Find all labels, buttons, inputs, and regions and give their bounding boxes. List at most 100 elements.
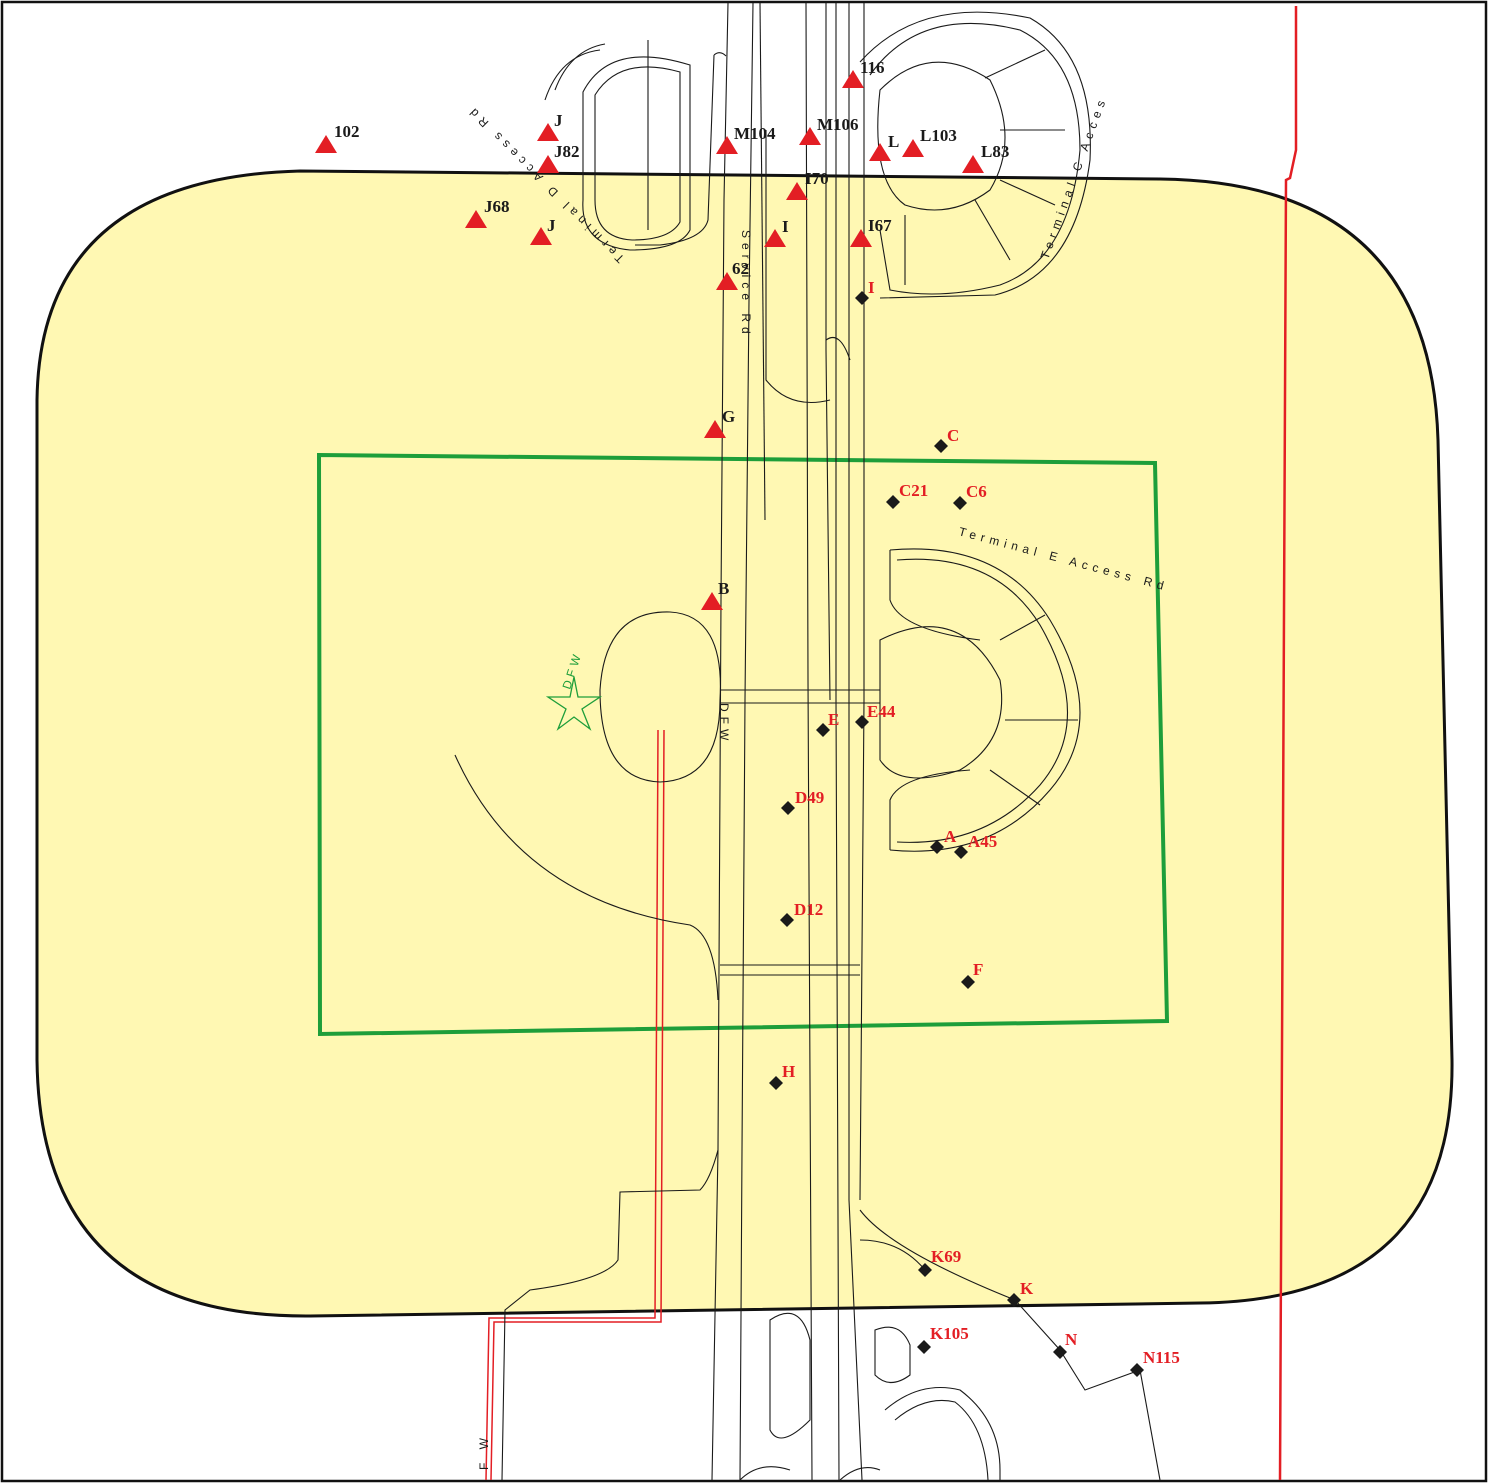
diamond-label: N xyxy=(1065,1330,1078,1349)
red-triangle-icon xyxy=(701,592,723,610)
diamond-label: A45 xyxy=(968,832,997,851)
triangle-marker-t-b[interactable]: B xyxy=(701,579,729,610)
triangle-marker-t-l103[interactable]: L103 xyxy=(902,126,957,157)
triangle-label: L103 xyxy=(920,126,957,145)
black-diamond-icon xyxy=(769,1076,783,1090)
triangle-label: 102 xyxy=(334,122,360,141)
red-triangle-icon xyxy=(716,272,738,290)
triangle-label: J xyxy=(554,111,563,130)
diamond-marker-d-n115[interactable]: N115 xyxy=(1130,1348,1180,1377)
black-diamond-icon xyxy=(816,723,830,737)
triangle-label: M106 xyxy=(817,115,859,134)
rail-line xyxy=(485,729,665,1481)
triangle-marker-t-i[interactable]: I xyxy=(764,217,789,247)
black-diamond-icon xyxy=(855,715,869,729)
triangle-label: 62 xyxy=(732,259,749,278)
red-triangle-icon xyxy=(704,420,726,438)
triangle-marker-t-j68[interactable]: J68 xyxy=(465,197,510,228)
triangle-marker-t-j-2[interactable]: J xyxy=(530,216,556,245)
diamond-label: E44 xyxy=(867,702,896,721)
triangle-marker-t-m106[interactable]: M106 xyxy=(799,115,859,145)
diamond-label: C21 xyxy=(899,481,928,500)
diamond-label: I xyxy=(868,278,875,297)
triangle-label: I67 xyxy=(868,216,892,235)
red-triangle-icon xyxy=(786,182,808,200)
black-diamond-icon xyxy=(918,1263,932,1277)
diamond-marker-d-k69[interactable]: K69 xyxy=(918,1247,961,1277)
triangle-marker-t-i67[interactable]: I67 xyxy=(850,216,892,247)
diamond-marker-d-a[interactable]: A xyxy=(930,827,957,854)
black-diamond-icon xyxy=(954,845,968,859)
diamond-marker-d-f[interactable]: F xyxy=(961,960,983,989)
triangle-label: M104 xyxy=(734,124,776,143)
red-triangle-icon xyxy=(902,139,924,157)
diamond-label: E xyxy=(828,710,839,729)
diamond-label: N115 xyxy=(1143,1348,1180,1367)
diamond-marker-d-h[interactable]: H xyxy=(769,1062,795,1090)
red-triangle-icon xyxy=(842,70,864,88)
black-diamond-icon xyxy=(855,291,869,305)
triangle-label: I xyxy=(782,217,789,236)
diamond-marker-d-e44[interactable]: E44 xyxy=(855,702,896,729)
red-triangle-icon xyxy=(764,229,786,247)
diamond-marker-d-c[interactable]: C xyxy=(934,426,959,453)
diamond-marker-d-e[interactable]: E xyxy=(816,710,839,737)
black-diamond-icon xyxy=(917,1340,931,1354)
triangle-label: J xyxy=(547,216,556,235)
triangle-label: I70 xyxy=(805,169,829,188)
diamond-marker-d-n[interactable]: N xyxy=(1053,1330,1078,1359)
black-diamond-icon xyxy=(1130,1363,1144,1377)
diamond-label: H xyxy=(782,1062,795,1081)
black-diamond-icon xyxy=(934,439,948,453)
triangle-label: G xyxy=(722,407,735,426)
road-label-dfw-inner: DFW xyxy=(717,703,731,745)
triangle-label: L xyxy=(888,132,899,151)
diamond-marker-d-d49[interactable]: D49 xyxy=(781,788,824,815)
road-label-service-rd: Service Rd xyxy=(739,230,753,339)
red-triangle-icon xyxy=(716,136,738,154)
diamond-marker-d-a45[interactable]: A45 xyxy=(954,832,997,859)
red-triangle-icon xyxy=(530,227,552,245)
diamond-label: D49 xyxy=(795,788,824,807)
black-diamond-icon xyxy=(1007,1293,1021,1307)
diamond-label: K69 xyxy=(931,1247,961,1266)
red-triangle-icon xyxy=(537,155,559,173)
diamond-marker-d-c6[interactable]: C6 xyxy=(953,482,987,510)
road-network xyxy=(454,2,1161,1481)
black-diamond-icon xyxy=(781,801,795,815)
diamond-marker-d-i[interactable]: I xyxy=(855,278,875,305)
triangle-marker-t-m104[interactable]: M104 xyxy=(716,124,776,154)
red-triangle-icon xyxy=(799,127,821,145)
diamond-label: K105 xyxy=(930,1324,969,1343)
diamond-marker-d-k105[interactable]: K105 xyxy=(917,1324,969,1354)
diamond-label: C xyxy=(947,426,959,445)
black-diamond-icon xyxy=(930,840,944,854)
diamond-marker-d-d12[interactable]: D12 xyxy=(780,900,823,927)
red-triangle-icon xyxy=(315,135,337,153)
dfw-star-icon xyxy=(545,676,603,731)
triangle-marker-t-116[interactable]: 116 xyxy=(842,58,885,88)
black-diamond-icon xyxy=(780,913,794,927)
triangle-marker-t-j82[interactable]: J82 xyxy=(537,142,580,173)
diamond-marker-d-c21[interactable]: C21 xyxy=(886,481,928,509)
diamond-label: C6 xyxy=(966,482,987,501)
triangle-marker-t-g[interactable]: G xyxy=(704,407,735,438)
triangle-marker-t-l[interactable]: L xyxy=(869,132,899,161)
triangle-label: B xyxy=(718,579,729,598)
triangle-marker-t-l83[interactable]: L83 xyxy=(962,142,1009,173)
diamond-label: D12 xyxy=(794,900,823,919)
triangle-marker-t-j-1[interactable]: J xyxy=(537,111,563,141)
triangle-marker-t-62[interactable]: 62 xyxy=(716,259,749,290)
red-triangle-icon xyxy=(850,229,872,247)
black-diamond-icon xyxy=(886,495,900,509)
diamond-label: K xyxy=(1020,1279,1034,1298)
road-label-fw: F W xyxy=(477,1433,491,1470)
black-diamond-icon xyxy=(961,975,975,989)
diamond-marker-d-k[interactable]: K xyxy=(1007,1279,1034,1307)
diamond-label: A xyxy=(944,827,957,846)
triangle-marker-t-102[interactable]: 102 xyxy=(315,122,360,153)
black-diamond-icon xyxy=(1053,1345,1067,1359)
study-area-box xyxy=(316,452,1170,1037)
triangle-marker-t-i70[interactable]: I70 xyxy=(786,169,829,200)
